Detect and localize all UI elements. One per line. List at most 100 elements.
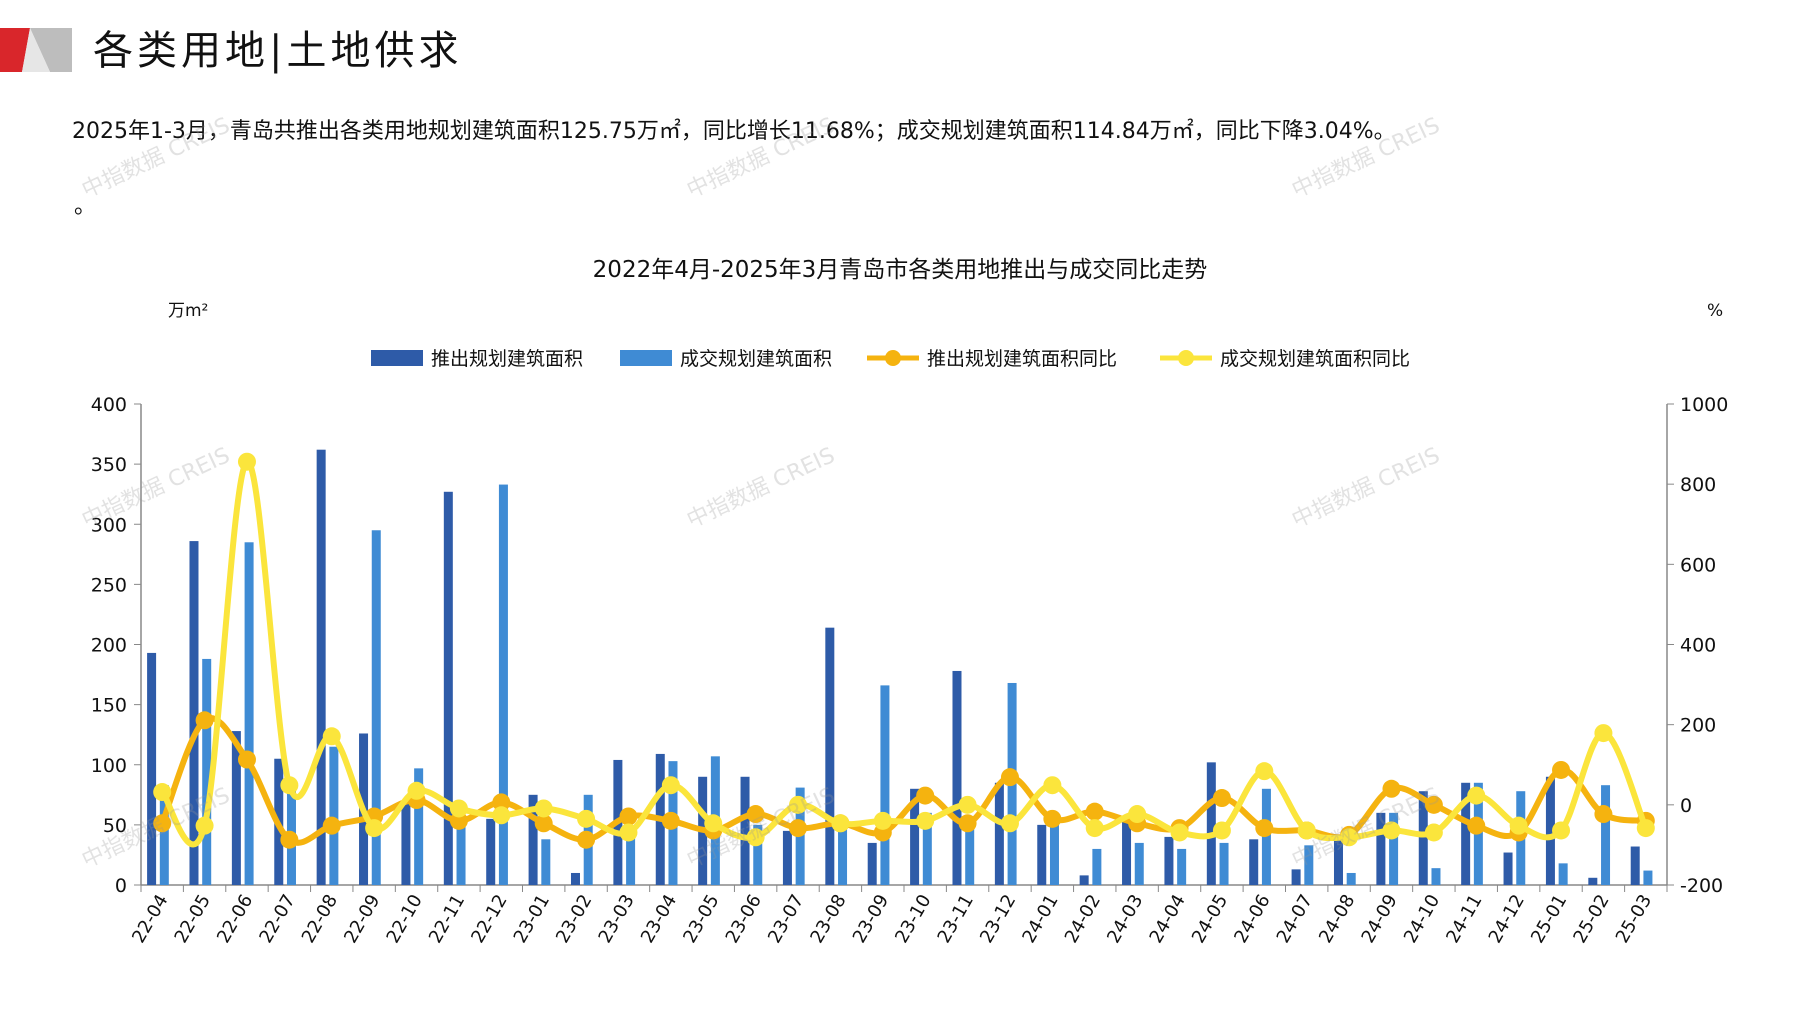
launch-bar <box>740 776 750 885</box>
launch-bar <box>1333 836 1343 885</box>
left-tick-label: 50 <box>103 815 127 837</box>
x-tick-label: 23-11 <box>934 891 978 947</box>
deal-yoy-point <box>873 811 892 830</box>
launch-bar <box>782 830 792 885</box>
launch-yoy-point <box>195 711 214 730</box>
launch-bar <box>994 782 1004 885</box>
deal-yoy-point <box>619 823 638 842</box>
deal-bar <box>1346 872 1356 885</box>
left-tick-label: 200 <box>91 635 127 657</box>
deal-yoy-point <box>1509 816 1528 835</box>
launch-yoy-point <box>1382 779 1401 798</box>
launch-bar <box>401 800 411 885</box>
launch-bar <box>1418 791 1428 885</box>
x-tick-label: 24-06 <box>1230 891 1274 947</box>
deal-yoy-point <box>1636 819 1655 838</box>
right-tick-label: 200 <box>1680 715 1716 737</box>
x-tick-label: 25-02 <box>1569 891 1613 947</box>
deal-yoy-point <box>831 814 850 833</box>
x-tick-label: 25-01 <box>1527 891 1571 947</box>
right-tick-label: 800 <box>1680 474 1716 496</box>
deal-bar <box>1601 785 1611 885</box>
deal-bar <box>1558 863 1568 885</box>
deal-bar <box>541 839 551 885</box>
deal-bar <box>244 542 254 885</box>
launch-yoy-point <box>916 786 935 805</box>
launch-yoy-point <box>958 814 977 833</box>
summary-text: 2025年1-3月，青岛共推出各类用地规划建筑面积125.75万㎡，同比增长11… <box>72 119 1396 144</box>
launch-bar <box>528 794 538 885</box>
deal-yoy-point <box>916 811 935 830</box>
deal-yoy-point <box>1340 828 1359 847</box>
launch-bar <box>189 541 199 885</box>
launch-bar <box>1079 875 1089 885</box>
brand-logo <box>0 28 72 72</box>
legend-marker <box>885 350 901 366</box>
deal-yoy-point <box>153 783 172 802</box>
deal-bar <box>1049 818 1059 885</box>
deal-yoy-point <box>1128 805 1147 824</box>
launch-bar <box>231 731 241 885</box>
launch-yoy-point <box>237 750 256 769</box>
launch-bar <box>1545 776 1555 885</box>
deal-yoy-point <box>1382 821 1401 840</box>
x-tick-label: 24-12 <box>1485 891 1529 947</box>
deal-yoy-point <box>449 799 468 818</box>
page-title: 各类用地|土地供求 <box>93 28 463 74</box>
launch-bar <box>1164 836 1174 885</box>
launch-yoy-point <box>153 814 172 833</box>
x-tick-label: 24-03 <box>1103 891 1147 947</box>
launch-bar <box>1291 869 1301 885</box>
bars <box>147 449 1653 885</box>
launch-bar <box>1037 824 1047 885</box>
deal-yoy-point <box>365 819 384 838</box>
lines <box>153 452 1655 849</box>
launch-yoy-point <box>1424 795 1443 814</box>
deal-bar <box>498 484 508 885</box>
x-tick-label: 22-11 <box>425 891 469 947</box>
legend-label: 推出规划建筑面积 <box>431 348 583 370</box>
deal-yoy-point <box>577 809 596 828</box>
launch-yoy-point <box>322 816 341 835</box>
x-tick-label: 22-06 <box>213 891 257 947</box>
launch-yoy-point <box>746 805 765 824</box>
launch-yoy-point <box>449 811 468 830</box>
launch-bar <box>147 652 157 885</box>
deal-bar <box>1389 812 1399 885</box>
deal-bar <box>1092 848 1102 885</box>
legend-swatch <box>620 350 672 366</box>
x-tick-label: 24-09 <box>1357 891 1401 947</box>
legend-label: 成交规划建筑面积 <box>680 348 832 370</box>
launch-yoy-point <box>1467 816 1486 835</box>
deal-bar <box>1304 845 1314 885</box>
chart-title: 2022年4月-2025年3月青岛市各类用地推出与成交同比走势 <box>593 257 1208 283</box>
legend-label: 推出规划建筑面积同比 <box>927 348 1117 370</box>
launch-bar <box>570 872 580 885</box>
x-tick-label: 24-11 <box>1442 891 1486 947</box>
right-tick-label: 400 <box>1680 635 1716 657</box>
launch-yoy-point <box>789 819 808 838</box>
deal-yoy-point <box>1212 821 1231 840</box>
launch-yoy-point <box>1212 789 1231 808</box>
launch-yoy-point <box>661 811 680 830</box>
x-tick-label: 23-12 <box>976 891 1020 947</box>
launch-bar <box>486 818 496 885</box>
launch-yoy-point <box>534 814 553 833</box>
x-tick-label: 23-08 <box>806 891 850 947</box>
launch-bar <box>910 788 920 885</box>
deal-bar <box>838 824 848 885</box>
right-axis-unit: % <box>1707 301 1723 321</box>
deal-yoy-point <box>1085 819 1104 838</box>
launch-bar <box>1206 762 1216 885</box>
x-tick-label: 24-02 <box>1061 891 1105 947</box>
left-tick-label: 250 <box>91 574 127 596</box>
launch-yoy-point <box>280 830 299 849</box>
deal-bar <box>626 830 636 885</box>
deal-yoy-point <box>746 828 765 847</box>
deal-yoy-point <box>1043 776 1062 795</box>
deal-bar <box>753 824 763 885</box>
x-tick-label: 24-01 <box>1018 891 1062 947</box>
deal-yoy-point <box>789 795 808 814</box>
x-tick-label: 23-05 <box>679 891 723 947</box>
deal-bar <box>202 658 212 885</box>
